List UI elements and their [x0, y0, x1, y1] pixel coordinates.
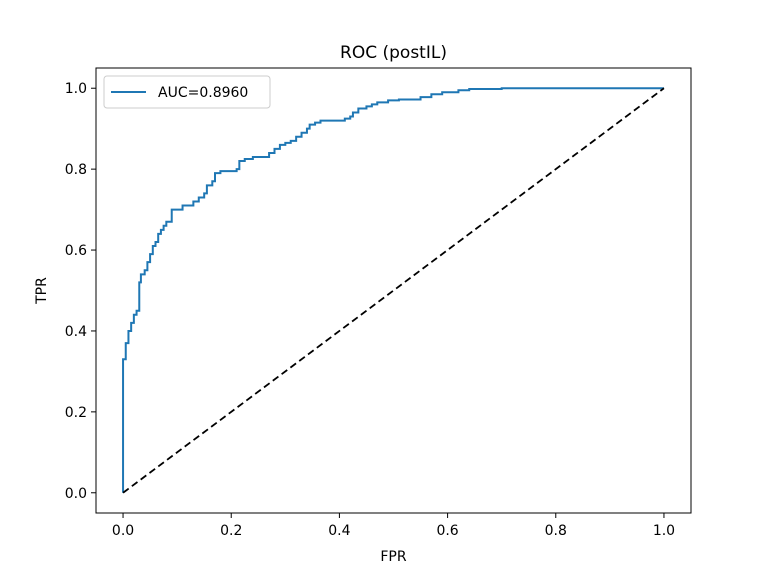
chance-diagonal-line [122, 87, 665, 494]
legend-box [103, 75, 271, 109]
x-tick-label: 1.0 [653, 523, 675, 539]
x-tick-label: 0.0 [112, 523, 134, 539]
y-tick-label: 0.4 [65, 324, 87, 340]
x-tick-label: 0.8 [545, 523, 567, 539]
x-tick-label: 0.6 [436, 523, 458, 539]
legend: AUC=0.8960 [103, 75, 271, 109]
legend-label-series-0: AUC=0.8960 [158, 85, 248, 101]
y-tick-label: 0.0 [65, 486, 87, 502]
x-tick-label: 0.4 [328, 523, 350, 539]
roc-curve-line [122, 87, 664, 493]
plot-layer [122, 87, 665, 494]
x-tick-label: 0.2 [220, 523, 242, 539]
y-tick-label: 0.8 [65, 162, 87, 178]
y-axis-label: TPR [34, 277, 50, 305]
chart-title: ROC (postIL) [340, 43, 447, 63]
y-tick-label: 1.0 [65, 81, 87, 97]
axes-frame [95, 67, 692, 514]
y-tick-label: 0.2 [65, 405, 87, 421]
ticks-layer: 0.0 0.2 0.4 0.6 0.8 1.0 0.0 0.2 0.4 0.6 0.8 1.0 [65, 81, 675, 539]
x-axis-label: FPR [380, 549, 406, 565]
y-tick-label: 0.6 [65, 243, 87, 259]
